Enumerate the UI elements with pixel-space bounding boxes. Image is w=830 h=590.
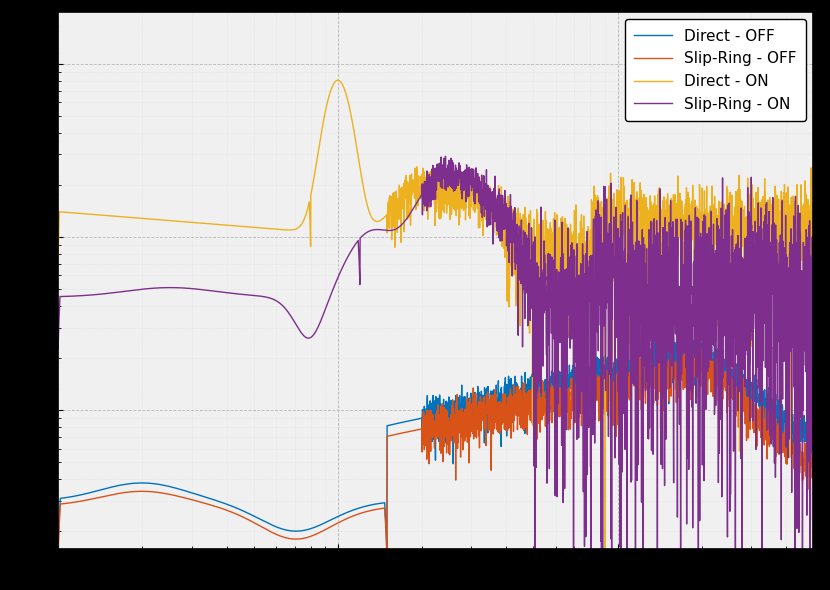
Slip-Ring - ON	[377, 227, 387, 234]
Direct - OFF	[382, 548, 392, 555]
Slip-Ring - OFF	[602, 387, 612, 394]
Direct - ON	[377, 216, 387, 223]
Direct - OFF	[602, 366, 612, 373]
Slip-Ring - OFF	[413, 427, 422, 434]
Slip-Ring - OFF	[370, 506, 380, 513]
Line: Slip-Ring - OFF: Slip-Ring - OFF	[58, 345, 813, 557]
Direct - ON	[785, 231, 795, 238]
Line: Direct - OFF: Direct - OFF	[58, 335, 813, 552]
Slip-Ring - ON	[748, 252, 758, 259]
Direct - OFF	[687, 331, 697, 338]
Direct - ON	[53, 255, 63, 263]
Direct - ON	[808, 204, 818, 211]
Direct - ON	[603, 245, 613, 252]
Direct - OFF	[413, 415, 422, 422]
Slip-Ring - OFF	[748, 401, 758, 408]
Direct - OFF	[370, 500, 380, 507]
Direct - ON	[333, 77, 343, 84]
Direct - OFF	[377, 500, 387, 507]
Direct - OFF	[785, 418, 795, 425]
Slip-Ring - OFF	[699, 341, 709, 348]
Direct - ON	[600, 562, 610, 569]
Slip-Ring - OFF	[53, 550, 63, 557]
Slip-Ring - ON	[808, 274, 818, 281]
Slip-Ring - OFF	[377, 505, 387, 512]
Slip-Ring - ON	[53, 345, 63, 352]
Slip-Ring - ON	[785, 348, 795, 355]
Slip-Ring - OFF	[808, 459, 818, 466]
Slip-Ring - ON	[441, 153, 451, 160]
Line: Direct - ON: Direct - ON	[58, 80, 813, 565]
Legend: Direct - OFF, Slip-Ring - OFF, Direct - ON, Slip-Ring - ON: Direct - OFF, Slip-Ring - OFF, Direct - …	[624, 19, 806, 121]
Direct - OFF	[808, 430, 818, 437]
Slip-Ring - ON	[603, 249, 613, 256]
Slip-Ring - ON	[412, 199, 422, 206]
Slip-Ring - ON	[370, 226, 380, 233]
Direct - OFF	[748, 389, 758, 396]
Direct - OFF	[53, 544, 63, 551]
Line: Slip-Ring - ON: Slip-Ring - ON	[58, 156, 813, 590]
Direct - ON	[371, 218, 381, 225]
Direct - ON	[748, 195, 758, 202]
Direct - ON	[413, 187, 422, 194]
Slip-Ring - OFF	[382, 553, 392, 560]
Slip-Ring - OFF	[785, 434, 795, 441]
